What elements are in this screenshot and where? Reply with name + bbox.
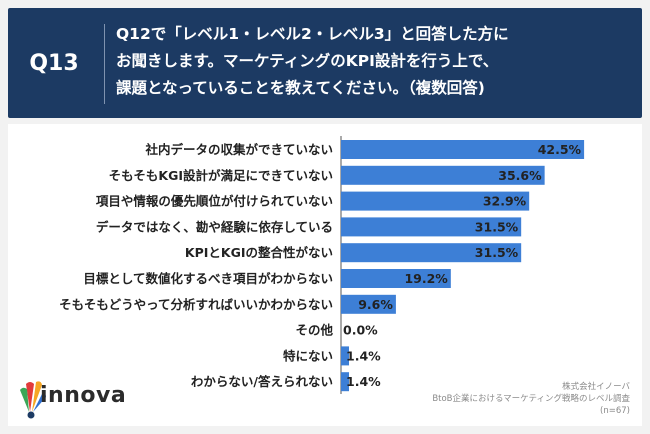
sample-size: (n=67) bbox=[600, 406, 630, 416]
value-label: 19.2% bbox=[404, 271, 448, 286]
bar bbox=[341, 217, 522, 237]
bar bbox=[341, 346, 350, 366]
source-survey: BtoB企業におけるマーケティング戦略のレベル調査 bbox=[432, 394, 630, 404]
value-label: 31.5% bbox=[475, 219, 519, 234]
header-divider bbox=[104, 24, 105, 104]
category-label: わからない/答えられない bbox=[191, 374, 333, 389]
bar bbox=[341, 165, 545, 185]
category-label: KPIとKGIの整合性がない bbox=[185, 245, 333, 260]
value-label: 31.5% bbox=[475, 245, 519, 260]
category-label: データではなく、勘や経験に依存している bbox=[96, 219, 333, 234]
question-header: Q13 Q12で「レベル1・レベル2・レベル3」と回答した方に お聞きします。マ… bbox=[8, 8, 642, 118]
bar bbox=[341, 294, 396, 314]
bar bbox=[341, 243, 522, 263]
source-company: 株式会社イノーバ bbox=[562, 382, 630, 392]
category-label: 社内データの収集ができていない bbox=[144, 142, 333, 157]
category-label: そもそもKGI設計が満足にできていない bbox=[109, 168, 333, 183]
value-label: 32.9% bbox=[483, 194, 527, 209]
category-label: 項目や情報の優先順位が付けられていない bbox=[96, 194, 333, 209]
category-label: その他 bbox=[295, 323, 333, 338]
value-label: 1.4% bbox=[346, 374, 381, 389]
question-number: Q13 bbox=[29, 50, 79, 76]
category-label: 目標として数値化するべき項目がわからない bbox=[83, 271, 333, 286]
value-label: 0.0% bbox=[343, 323, 378, 338]
value-label: 9.6% bbox=[358, 297, 393, 312]
innova-logo-icon bbox=[20, 381, 46, 419]
bar bbox=[341, 191, 530, 211]
source-note: 株式会社イノーバ BtoB企業におけるマーケティング戦略のレベル調査 (n=67… bbox=[400, 381, 630, 417]
bar bbox=[341, 269, 451, 288]
brand-name: innova bbox=[40, 383, 127, 408]
value-label: 35.6% bbox=[498, 168, 542, 183]
category-label: そもそもどうやって分析すればいいかわからない bbox=[59, 297, 333, 312]
bar bbox=[341, 372, 350, 392]
value-label: 42.5% bbox=[538, 142, 582, 157]
value-label: 1.4% bbox=[346, 348, 381, 363]
question-text: Q12で「レベル1・レベル2・レベル3」と回答した方に お聞きします。マーケティ… bbox=[116, 25, 509, 97]
bar bbox=[341, 140, 585, 159]
category-label: 特にない bbox=[283, 348, 333, 363]
